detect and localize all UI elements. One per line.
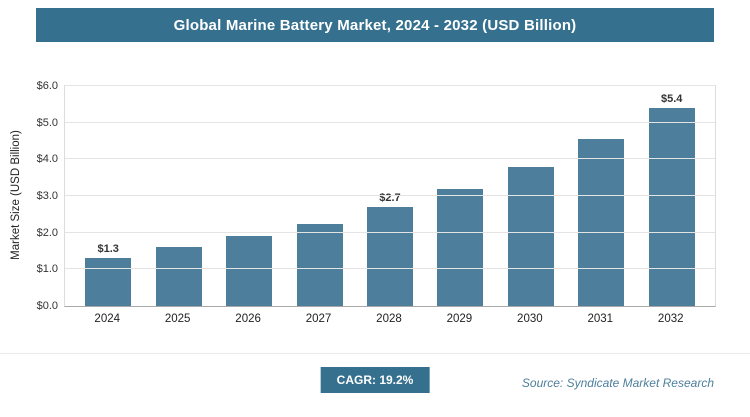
y-axis-title: Market Size (USD Billion) [10, 130, 22, 260]
bar-2027 [296, 223, 343, 306]
cagr-badge: CAGR: 19.2% [320, 367, 430, 393]
y-tick-label: $6.0 [36, 80, 58, 92]
gridline [65, 195, 715, 196]
bar-2028 [366, 207, 413, 306]
gridline [65, 121, 715, 123]
plot-area: $1.3 $2.7 $5.4 $0.0 $1.0 $2.0 $3.0 $4.0 $5.0 $6.… [37, 80, 716, 312]
bar-cell [496, 86, 566, 306]
source-credit: Source: Syndicate Market Research [521, 376, 714, 390]
bar-2026 [226, 236, 273, 306]
chart-title-bar: Global Marine Battery Market, 2024 - 203… [36, 8, 714, 42]
x-tick-label: 2027 [305, 313, 332, 325]
bar-cell [285, 86, 355, 306]
bar-value-label: $5.4 [661, 93, 683, 105]
bar-2024 [85, 258, 132, 306]
bar-2030 [507, 166, 554, 306]
bar-cell: $5.4 [637, 86, 707, 306]
bar-value-label: $1.3 [97, 243, 119, 256]
x-axis-labels: 2024 2025 2026 2027 2028 2029 2030 2031 2032 [64, 313, 714, 325]
x-tick-label: 2028 [376, 313, 402, 325]
x-tick-label: 2030 [517, 313, 543, 325]
bar-2029 [437, 188, 484, 306]
gridline [65, 268, 715, 270]
x-tick-label: 2025 [164, 313, 191, 325]
chart-title: Global Marine Battery Market, 2024 - 203… [173, 16, 577, 34]
x-tick-label: 2024 [94, 313, 121, 325]
gridline [65, 231, 715, 233]
footer-divider [0, 353, 750, 354]
bar-2031 [578, 139, 625, 306]
bar-2025 [155, 247, 202, 306]
bar-cell: $1.3 [73, 86, 143, 306]
x-tick-label: 2026 [235, 313, 261, 325]
x-tick-label: 2031 [587, 313, 614, 325]
bar-cell [144, 86, 214, 306]
y-tick-label: $0.0 [36, 300, 58, 312]
bar-cell [425, 86, 495, 306]
bar-value-label: $2.7 [379, 192, 401, 204]
gridline [65, 158, 715, 160]
y-tick-label: $2.0 [36, 226, 58, 239]
bar-cell [566, 86, 636, 306]
bar-cell [214, 86, 284, 306]
bar-cell: $2.7 [355, 86, 425, 306]
x-tick-label: 2032 [657, 313, 684, 325]
x-tick-label: 2029 [446, 313, 473, 325]
y-tick-label: $3.0 [36, 190, 58, 202]
bar-2032 [648, 108, 695, 306]
y-tick-label: $4.0 [36, 153, 58, 166]
bars: $1.3 $2.7 $5.4 [65, 86, 715, 306]
y-tick-label: $1.0 [36, 263, 58, 276]
gridline [65, 85, 715, 86]
y-tick-label: $5.0 [36, 116, 58, 129]
